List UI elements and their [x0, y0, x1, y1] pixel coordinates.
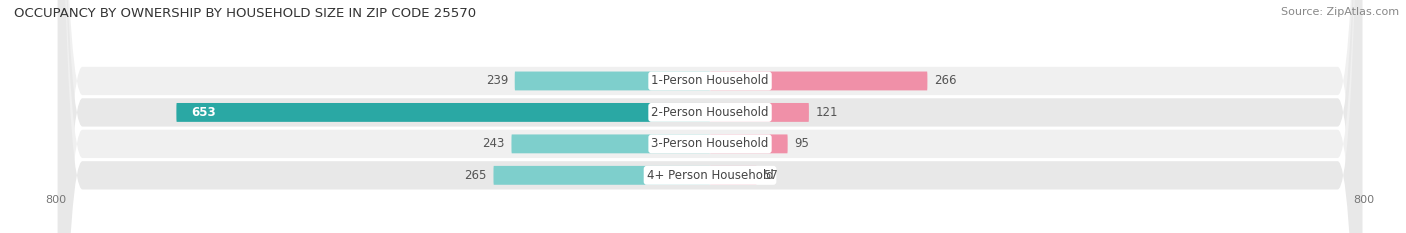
- Text: 2-Person Household: 2-Person Household: [651, 106, 769, 119]
- FancyBboxPatch shape: [710, 72, 928, 90]
- FancyBboxPatch shape: [58, 0, 1362, 233]
- Text: 4+ Person Household: 4+ Person Household: [647, 169, 773, 182]
- FancyBboxPatch shape: [710, 134, 787, 153]
- FancyBboxPatch shape: [176, 103, 710, 122]
- Text: 265: 265: [464, 169, 486, 182]
- Text: OCCUPANCY BY OWNERSHIP BY HOUSEHOLD SIZE IN ZIP CODE 25570: OCCUPANCY BY OWNERSHIP BY HOUSEHOLD SIZE…: [14, 7, 477, 20]
- Text: 1-Person Household: 1-Person Household: [651, 75, 769, 87]
- Text: 243: 243: [482, 137, 505, 150]
- Text: 121: 121: [815, 106, 838, 119]
- FancyBboxPatch shape: [515, 72, 710, 90]
- FancyBboxPatch shape: [494, 166, 710, 185]
- FancyBboxPatch shape: [58, 0, 1362, 233]
- Text: 3-Person Household: 3-Person Household: [651, 137, 769, 150]
- Text: 57: 57: [763, 169, 778, 182]
- FancyBboxPatch shape: [512, 134, 710, 153]
- FancyBboxPatch shape: [58, 0, 1362, 233]
- Text: Source: ZipAtlas.com: Source: ZipAtlas.com: [1281, 7, 1399, 17]
- FancyBboxPatch shape: [710, 166, 756, 185]
- Text: 266: 266: [934, 75, 956, 87]
- Text: 239: 239: [486, 75, 508, 87]
- Text: 653: 653: [191, 106, 215, 119]
- FancyBboxPatch shape: [58, 0, 1362, 233]
- Text: 95: 95: [794, 137, 808, 150]
- FancyBboxPatch shape: [710, 103, 808, 122]
